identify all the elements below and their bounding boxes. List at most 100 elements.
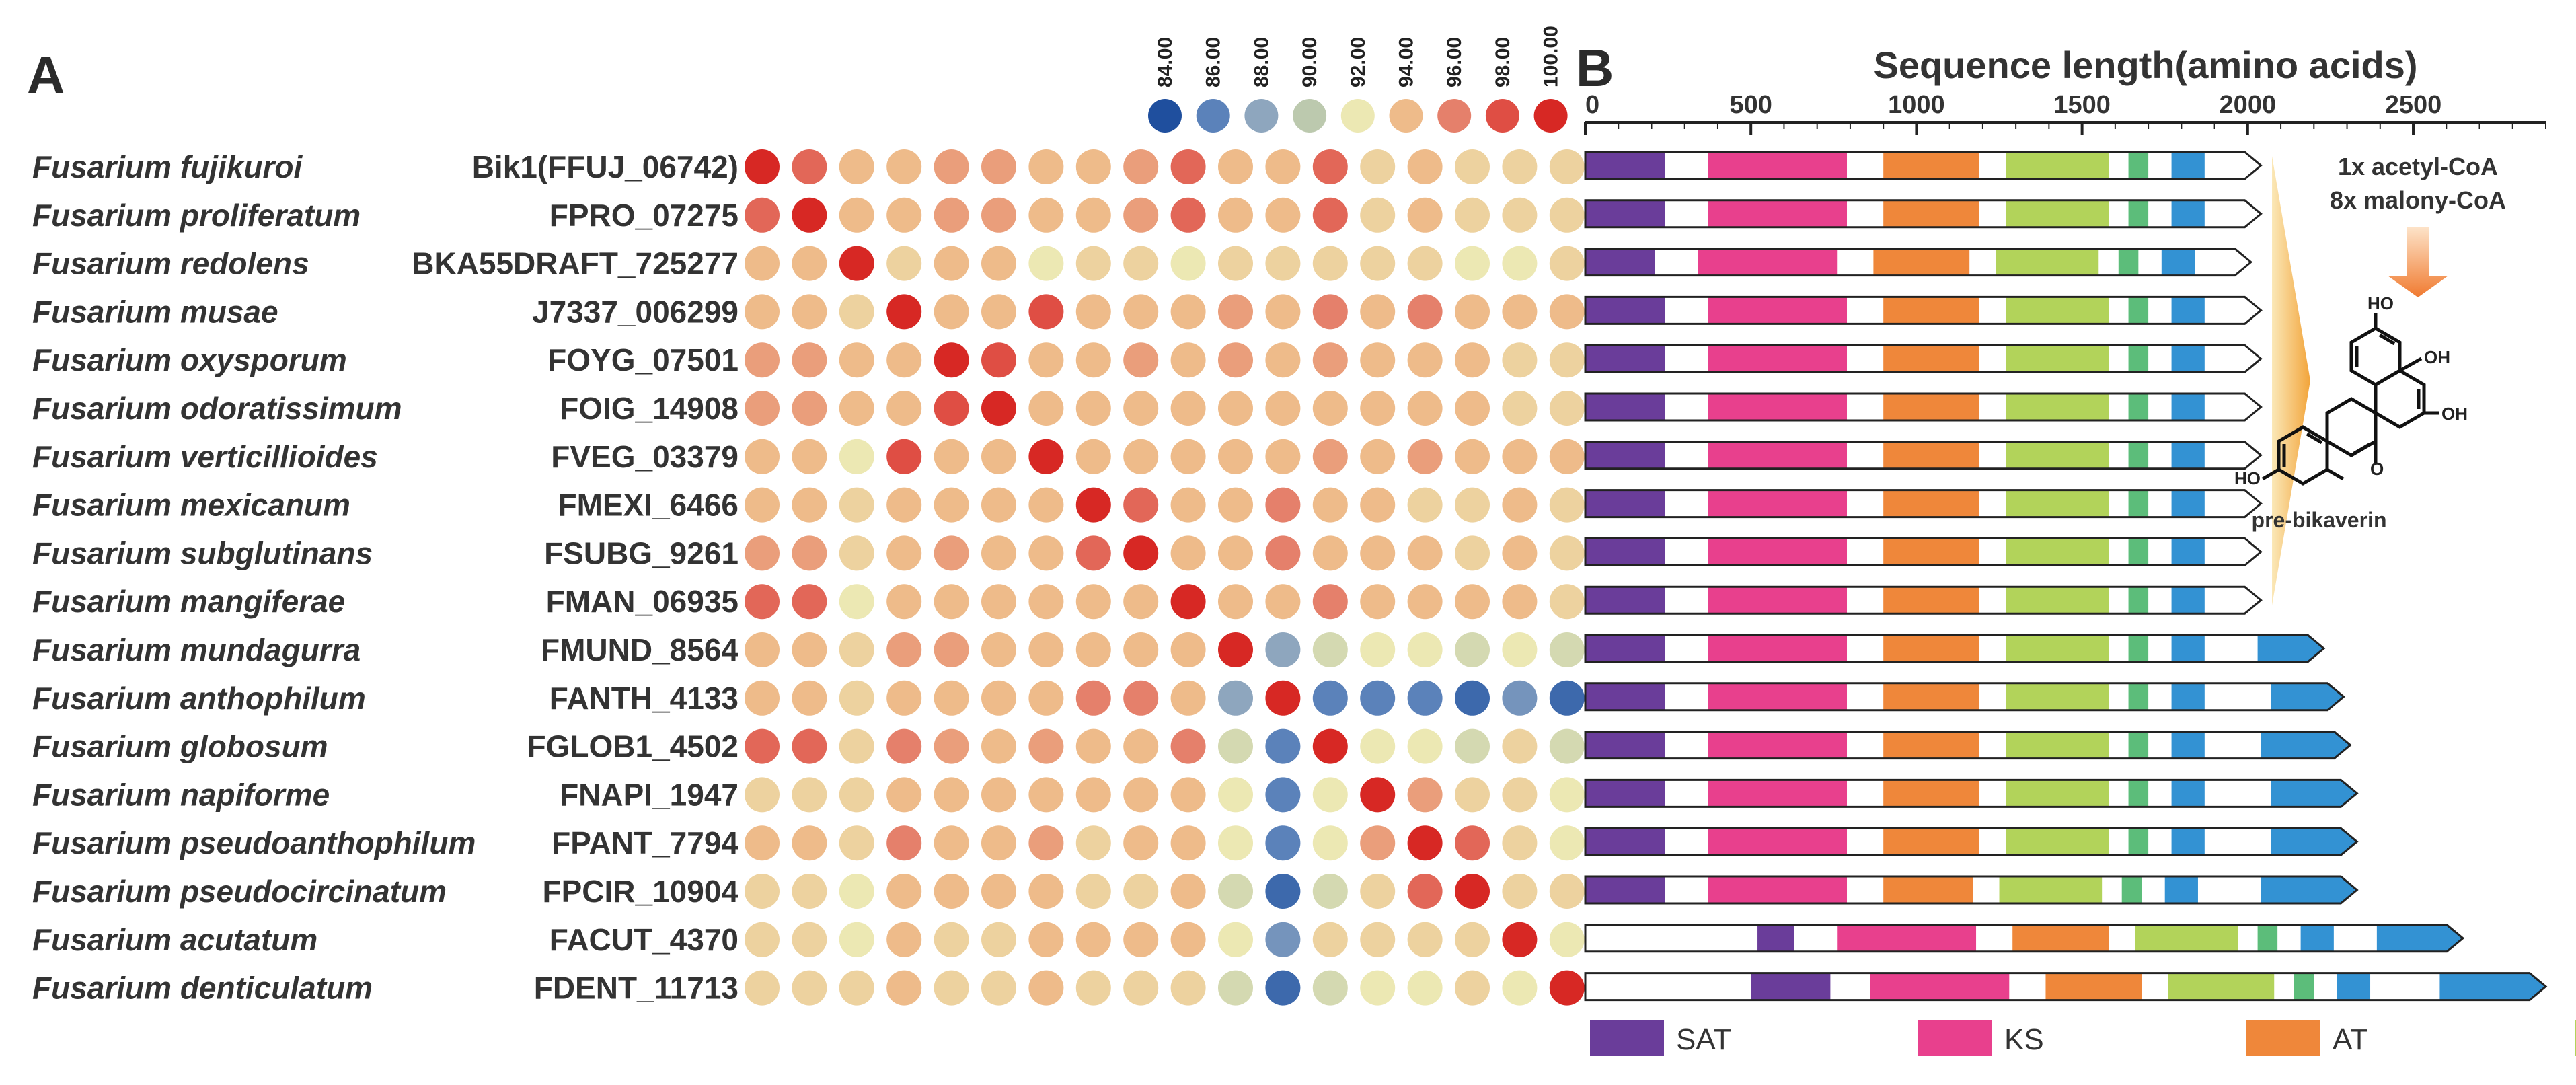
domain-te xyxy=(2171,587,2205,614)
domain-acp xyxy=(2128,441,2149,469)
heatmap-cell xyxy=(1265,632,1301,667)
domain-pt xyxy=(2006,345,2109,373)
heatmap-cell xyxy=(1312,439,1348,474)
heatmap-cell xyxy=(1407,246,1443,281)
heatmap-cell xyxy=(1123,487,1159,523)
scale-tick-label: 84.00 xyxy=(1154,37,1176,87)
heatmap-cell xyxy=(1170,535,1206,571)
heatmap-cell xyxy=(745,487,780,523)
heatmap-cell xyxy=(1312,487,1348,523)
domain-pt xyxy=(2006,441,2109,469)
domain-ks xyxy=(1708,152,1848,179)
heatmap-cell xyxy=(1502,342,1538,378)
heatmap-cell xyxy=(1028,197,1064,233)
heatmap-cell xyxy=(792,922,827,957)
domain-acp xyxy=(2128,780,2149,807)
scale-swatch xyxy=(1437,99,1472,133)
heatmap-cell xyxy=(1549,342,1585,378)
heatmap-cell xyxy=(1502,391,1538,426)
domain-te xyxy=(2271,828,2357,856)
heatmap-cell xyxy=(1170,777,1206,813)
heatmap-cell xyxy=(981,294,1016,330)
heatmap-cell xyxy=(1028,294,1064,330)
gene-label: FMEXI_6466 xyxy=(558,488,738,523)
heatmap-cell xyxy=(1170,970,1206,1006)
protein-bar xyxy=(1584,634,2326,663)
domain-te xyxy=(2271,683,2344,710)
heatmap-cell xyxy=(1265,246,1301,281)
heatmap-cell xyxy=(839,294,874,330)
domain-acp xyxy=(2128,635,2149,662)
heatmap-cell xyxy=(1312,535,1348,571)
heatmap-cell xyxy=(1312,874,1348,909)
length-axis-tick-label: 2000 xyxy=(2220,91,2277,119)
heatmap-cell xyxy=(1170,246,1206,281)
legend-label-ks: KS xyxy=(2004,1023,2044,1056)
protein-outline xyxy=(1584,248,2253,277)
heatmap-cell xyxy=(1455,777,1490,813)
heatmap-cell xyxy=(1075,391,1111,426)
heatmap-cell xyxy=(1028,487,1064,523)
heatmap-cell xyxy=(1170,342,1206,378)
heatmap-cell xyxy=(1407,777,1443,813)
heatmap-cell xyxy=(1455,149,1490,184)
domain-pt xyxy=(2006,490,2109,517)
heatmap-cell xyxy=(1123,680,1159,716)
heatmap-cell xyxy=(1360,970,1396,1006)
domain-pt xyxy=(2006,587,2109,614)
heatmap-cell xyxy=(1407,922,1443,957)
species-label: Fusarium mundagurra xyxy=(32,632,361,667)
heatmap-cell xyxy=(981,391,1016,426)
domain-te xyxy=(2171,635,2205,662)
heatmap-cell xyxy=(934,825,969,861)
heatmap-cell xyxy=(1549,535,1585,571)
heatmap-cell xyxy=(1265,535,1301,571)
heatmap-cell xyxy=(792,632,827,667)
gene-label: FVEG_03379 xyxy=(551,439,738,474)
heatmap-cell xyxy=(981,874,1016,909)
heatmap-cell xyxy=(1265,680,1301,716)
protein-outline xyxy=(1584,344,2263,373)
domain-ks xyxy=(1870,973,2010,1000)
domain-sat xyxy=(1585,876,1665,903)
heatmap-cell xyxy=(886,149,922,184)
heatmap-cell xyxy=(934,342,969,378)
identity-scale-legend: 84.00 86.00 88.00 90.00 92.00 94.00 96.00 98.00… xyxy=(1148,26,1568,133)
length-axis: 0 500 1000 1500 2000 2500 xyxy=(1584,91,2546,135)
heatmap-cell xyxy=(1075,342,1111,378)
scale-tick-label: 94.00 xyxy=(1396,37,1418,87)
legend-label-sat: SAT xyxy=(1676,1023,1731,1056)
domain-te xyxy=(2300,924,2334,952)
heatmap-cell xyxy=(1549,439,1585,474)
heatmap-cell xyxy=(1549,632,1585,667)
heatmap-cell xyxy=(1075,584,1111,620)
protein-bar xyxy=(1584,344,2263,373)
heatmap-cell xyxy=(1549,149,1585,184)
protein-bar xyxy=(1584,151,2263,180)
heatmap-cell xyxy=(1265,970,1301,1006)
heatmap-cell xyxy=(1549,922,1585,957)
domain-at xyxy=(1883,828,1979,856)
domain-acp xyxy=(2128,200,2149,227)
domain-at xyxy=(1883,780,1979,807)
heatmap-cell xyxy=(1075,825,1111,861)
gene-label: FGLOB1_4502 xyxy=(527,729,738,764)
heatmap-cell xyxy=(1312,922,1348,957)
protein-bar xyxy=(1584,827,2359,856)
heatmap-cell xyxy=(1265,487,1301,523)
heatmap-cell xyxy=(1218,535,1253,571)
heatmap-cell xyxy=(1075,874,1111,909)
heatmap-cell xyxy=(1075,149,1111,184)
heatmap-cell xyxy=(1028,342,1064,378)
heatmap-cell xyxy=(1502,825,1538,861)
heatmap-cell xyxy=(745,535,780,571)
domain-sat xyxy=(1585,297,1665,324)
domain-acp xyxy=(2128,683,2149,710)
heatmap-cell xyxy=(1028,728,1064,764)
heatmap-cell xyxy=(1265,197,1301,233)
protein-bar xyxy=(1584,537,2263,566)
protein-bar xyxy=(1584,248,2253,277)
scale-swatch xyxy=(1196,99,1230,133)
heatmap-cell xyxy=(1075,922,1111,957)
domain-ks xyxy=(1708,683,1848,710)
